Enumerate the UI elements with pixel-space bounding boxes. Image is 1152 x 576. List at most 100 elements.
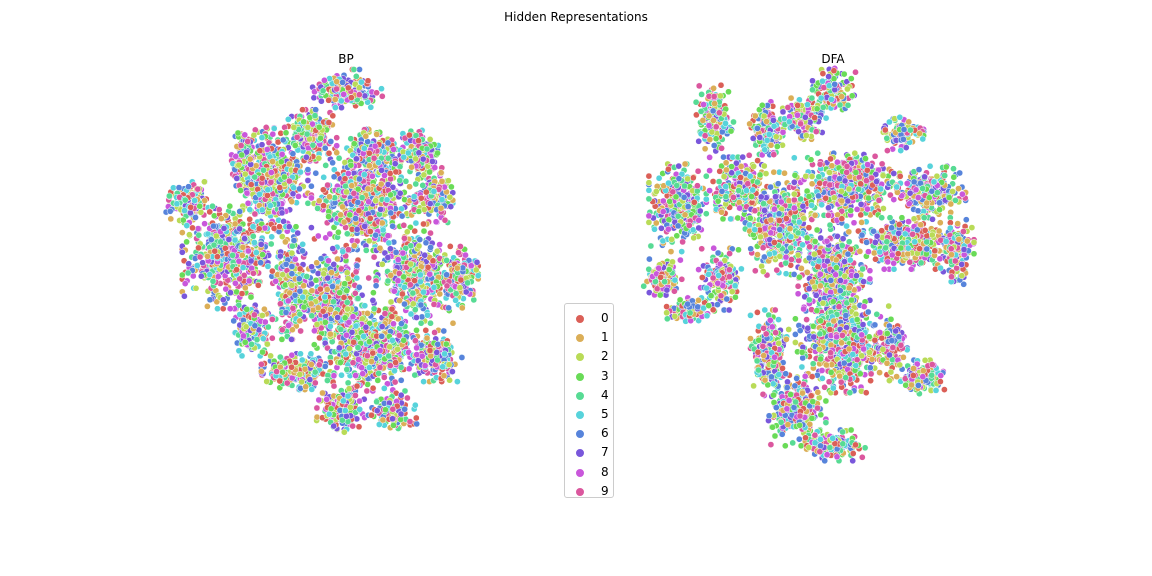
scatter-point (317, 255, 325, 262)
scatter-point (252, 249, 260, 256)
scatter-point (304, 199, 312, 207)
scatter-point (258, 206, 266, 214)
scatter-point (269, 130, 277, 138)
scatter-point (342, 182, 349, 190)
scatter-point (386, 343, 394, 351)
scatter-point (325, 119, 333, 126)
scatter-point (279, 136, 287, 144)
scatter-point (231, 220, 239, 228)
scatter-point (390, 287, 398, 295)
scatter-point (251, 311, 258, 319)
scatter-point (334, 314, 342, 321)
scatter-point (321, 318, 329, 326)
scatter-point (365, 364, 373, 371)
scatter-point (284, 116, 292, 123)
scatter-point (445, 177, 452, 185)
scatter-point (197, 272, 205, 280)
scatter-point (412, 155, 419, 163)
scatter-point (209, 277, 217, 285)
scatter-point (454, 378, 461, 385)
scatter-point (183, 222, 191, 229)
scatter-point (233, 175, 241, 182)
scatter-point (384, 139, 392, 147)
scatter-point (321, 144, 329, 152)
scatter-point (215, 206, 223, 213)
scatter-point (350, 242, 358, 249)
scatter-point (403, 228, 411, 236)
scatter-point (312, 169, 320, 177)
scatter-point (405, 365, 413, 373)
scatter-point (279, 271, 287, 279)
scatter-point (411, 227, 419, 235)
scatter-point (420, 378, 427, 385)
scatter-point (362, 323, 370, 331)
scatter-point (226, 305, 234, 313)
scatter-point (235, 257, 243, 265)
scatter-point (467, 262, 475, 270)
scatter-point (204, 252, 211, 260)
scatter-point (329, 245, 337, 252)
scatter-point (239, 243, 247, 251)
scatter-point (235, 347, 243, 355)
scatter-point (257, 241, 265, 248)
scatter-point (344, 379, 352, 387)
scatter-point (186, 231, 193, 239)
scatter-point (276, 223, 283, 231)
scatter-point (419, 182, 427, 189)
scatter-point (472, 266, 480, 274)
scatter-point (413, 314, 420, 321)
scatter-point (276, 184, 284, 191)
scatter-point (282, 260, 290, 268)
scatter-point (318, 97, 325, 105)
scatter-point (375, 159, 382, 166)
scatter-point (243, 306, 251, 313)
scatter-point (429, 158, 436, 165)
scatter-point (173, 200, 181, 208)
scatter-point (343, 287, 351, 295)
scatter-point (366, 162, 373, 170)
scatter-point (288, 270, 296, 278)
scatter-point (348, 94, 355, 101)
scatter-point (361, 222, 369, 230)
scatter-point (343, 366, 351, 373)
scatter-point (315, 197, 323, 205)
scatter-point (337, 97, 345, 105)
scatter-point (394, 256, 402, 264)
scatter-point (218, 215, 225, 222)
scatter-point (294, 229, 302, 237)
scatter-point (376, 347, 384, 354)
scatter-point (290, 237, 298, 244)
scatter-point (233, 266, 240, 274)
scatter-point (272, 277, 280, 285)
scatter-point (340, 218, 348, 226)
scatter-point (375, 369, 383, 377)
scatter-point (183, 238, 190, 246)
scatter-point (399, 290, 406, 298)
scatter-point (258, 134, 266, 141)
scatter-point (362, 132, 370, 140)
scatter-point (378, 260, 386, 268)
scatter-point (312, 276, 320, 284)
scatter-point (346, 211, 354, 219)
scatter-point (412, 337, 419, 345)
scatter-point (282, 238, 289, 246)
scatter-point (260, 166, 267, 174)
scatter-point (289, 190, 297, 198)
scatter-point (389, 336, 396, 344)
scatter-point (364, 381, 371, 388)
scatter-point (290, 184, 298, 192)
scatter-point (381, 310, 389, 317)
scatter-point (327, 322, 334, 330)
scatter-point (296, 265, 304, 273)
scatter-point (308, 224, 315, 231)
scatter-point (345, 170, 352, 177)
scatter-point (242, 323, 250, 331)
scatter-point (356, 66, 363, 73)
scatter-point (245, 277, 253, 285)
scatter-point (268, 233, 276, 241)
scatter-point (317, 134, 324, 142)
scatter-point (365, 274, 373, 282)
scatter-point (356, 175, 363, 183)
scatter-point (181, 280, 189, 287)
scatter-point (365, 149, 373, 157)
